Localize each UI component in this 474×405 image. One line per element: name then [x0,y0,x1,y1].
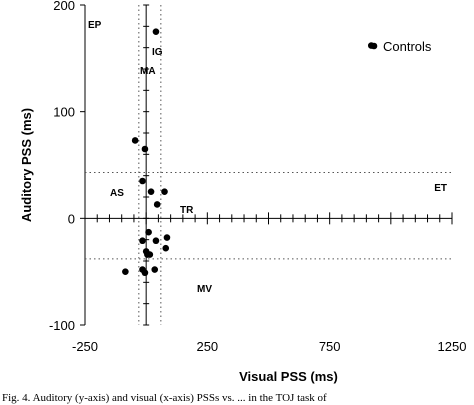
data-point [141,269,149,277]
data-point [162,244,170,252]
legend-marker [370,42,378,50]
data-point [145,228,152,236]
data-point [147,188,155,195]
region-label-ig: IG [152,47,163,58]
data-point [146,251,154,258]
x-tick-label: -250 [72,339,98,354]
data-point [122,268,129,275]
data-point [139,237,146,245]
x-tick-label: 1250 [438,339,467,354]
region-label-as: AS [110,188,124,199]
y-tick-label: 100 [53,105,75,120]
y-tick-label: 200 [53,0,75,13]
y-tick-label: 0 [68,211,75,226]
figure-caption: Fig. 4. Auditory (y-axis) and visual (x-… [2,392,327,404]
region-label-et: ET [434,183,447,194]
data-point [152,237,160,245]
x-tick-label: 750 [319,339,341,354]
data-point [161,188,168,195]
region-label-mv: MV [197,284,212,295]
region-label-tr: TR [180,205,194,216]
data-point [152,28,160,35]
data-point [131,137,139,144]
data-point [163,234,171,241]
y-axis-title: Auditory PSS (ms) [19,108,34,222]
data-point [141,145,149,153]
data-point [139,177,146,185]
data-point [151,266,159,273]
region-label-ma: MA [140,66,156,77]
plot-area: -100 0 100 200 -250 250 750 1250 EP IG MA AS TR ET MV C… [19,0,466,384]
x-axis-title: Visual PSS (ms) [239,369,338,384]
data-point [153,201,161,208]
y-tick-label: -100 [49,318,75,333]
legend-label: Controls [383,39,432,54]
region-label-ep: EP [88,20,102,31]
x-tick-label: 250 [196,339,218,354]
